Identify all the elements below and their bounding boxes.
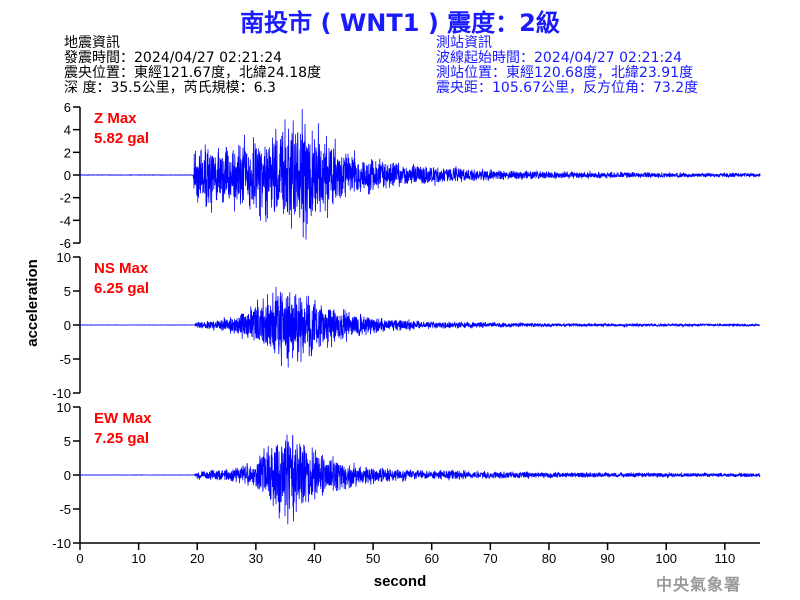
y-tick-label: -5 [59,352,71,367]
x-tick-label: 60 [424,551,438,566]
x-tick-label: 30 [249,551,263,566]
event-info-block: 地震資訊 發震時間：2024/04/27 02:21:24 震央位置：東經121… [64,36,321,96]
y-tick-label: 0 [64,318,71,333]
y-tick-label: -10 [52,386,71,401]
station-info-block: 測站資訊 波線起始時間：2024/04/27 02:21:24 測站位置：東經1… [436,36,698,96]
x-tick-label: 80 [542,551,556,566]
y-tick-label: 0 [64,468,71,483]
max-value: 6.25 gal [94,280,149,297]
y-tick-label: -5 [59,502,71,517]
y-tick-label: 2 [64,145,71,160]
y-tick-label: 10 [57,250,71,265]
x-tick-label: 40 [307,551,321,566]
y-tick-label: -10 [52,536,71,551]
y-tick-label: 0 [64,168,71,183]
y-tick-label: 5 [64,434,71,449]
chart-title: 南投市 ( WNT1 ) 震度：2級 [240,9,560,37]
depth-magnitude: 深 度：35.5公里，芮氏規模：6.3 [64,80,276,96]
y-tick-label: 4 [64,123,71,138]
x-tick-label: 10 [131,551,145,566]
x-tick-label: 0 [76,551,83,566]
y-tick-label: 6 [64,100,71,115]
max-label: EW Max [94,410,152,427]
waveform-trace [79,286,761,368]
wave-onset-time: 波線起始時間：2024/04/27 02:21:24 [436,50,683,66]
epicenter-location: 震央位置：東經121.67度，北緯24.18度 [64,65,322,81]
y-tick-label: 5 [64,284,71,299]
y-tick-label: -4 [59,213,71,228]
waveform-trace [79,109,761,240]
max-label: Z Max [94,110,137,127]
x-tick-label: 100 [655,551,677,566]
x-axis-label: second [374,573,427,590]
x-tick-label: 90 [600,551,614,566]
x-tick-label: 50 [366,551,380,566]
origin-time: 發震時間：2024/04/27 02:21:24 [64,50,283,66]
waveform-trace [79,434,761,525]
y-axis-label: acceleration [24,259,41,347]
epicentral-distance: 震央距：105.67公里，反方位角：73.2度 [436,80,699,96]
x-tick-label: 110 [714,551,735,566]
max-value: 5.82 gal [94,130,149,147]
x-tick-label: 20 [190,551,204,566]
station-location: 測站位置：東經120.68度，北緯23.91度 [436,65,694,81]
station-info-heading: 測站資訊 [436,35,492,51]
max-value: 7.25 gal [94,430,149,447]
agency-watermark: 中央氣象署 [656,575,742,594]
panel-z: -6 -4 -2 0 2 4 6 Z Max 5.82 gal [59,100,761,251]
max-label: NS Max [94,260,149,277]
event-info-heading: 地震資訊 [64,35,120,51]
panel-ew: -10 -5 0 5 10 EW Max 7.25 gal [52,400,761,551]
y-tick-label: -2 [59,191,71,206]
y-tick-label: -6 [59,236,71,251]
x-tick-label: 70 [483,551,497,566]
panel-ns: -10 -5 0 5 10 NS Max 6.25 gal [52,250,761,401]
y-tick-label: 10 [57,400,71,415]
